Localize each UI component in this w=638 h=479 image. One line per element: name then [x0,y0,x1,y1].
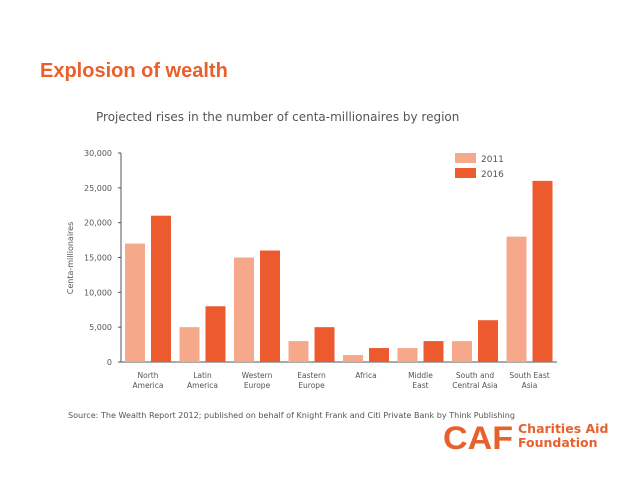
legend-swatch-2016 [455,168,476,178]
y-tick-label: 30,000 [84,149,112,158]
logo-name-line1: Charities Aid [518,421,609,436]
category-label: Asia [522,381,538,390]
legend-label-2011: 2011 [481,155,504,165]
bar-2011 [179,327,200,362]
bar-2016 [205,306,226,362]
chart-title: Projected rises in the number of centa-m… [96,110,459,124]
bar-2016 [260,250,280,362]
category-label: South and [456,371,495,380]
category-label: America [133,381,164,390]
category-label: South East [509,371,549,380]
category-label: Western [242,371,273,380]
category-label: Europe [244,381,271,390]
y-tick-label: 15,000 [84,254,112,263]
y-axis-label: Centa-millionaires [66,222,75,294]
slide-title: Explosion of wealth [40,60,228,82]
y-tick-label: 25,000 [84,184,112,193]
category-label: Central Asia [452,381,497,390]
bar-2011 [288,341,309,362]
category-label: Eastern [297,371,326,380]
bar-2016 [369,348,389,362]
category-label: North [138,371,159,380]
bar-2011 [234,257,254,362]
category-label: Africa [355,371,376,380]
bar-2016 [532,180,553,362]
category-label: Europe [298,381,325,390]
y-tick-label: 5,000 [89,323,112,332]
bar-2016 [423,341,444,362]
bar-2016 [478,320,498,362]
category-label: Latin [193,371,212,380]
bar-2011 [506,236,527,362]
legend-swatch-2011 [455,153,476,163]
logo-name-line2: Foundation [518,435,598,450]
bar-2011 [452,341,472,362]
category-label: East [412,381,428,390]
y-tick-label: 0 [107,358,112,367]
bar-2011 [125,243,145,362]
bar-2016 [314,327,335,362]
category-label: Middle [408,371,433,380]
source-note: Source: The Wealth Report 2012; publishe… [68,411,515,420]
bar-2011 [397,348,418,362]
caf-logo-mark: CAF [443,420,513,454]
caf-logo: CAF [443,420,513,454]
legend-label-2016: 2016 [481,170,504,180]
bar-2011 [343,355,363,362]
y-tick-label: 10,000 [84,288,112,297]
category-label: America [187,381,218,390]
caf-logo-text: Charities Aid Foundation [518,422,608,450]
bar-2016 [151,215,171,362]
y-tick-label: 20,000 [84,219,112,228]
